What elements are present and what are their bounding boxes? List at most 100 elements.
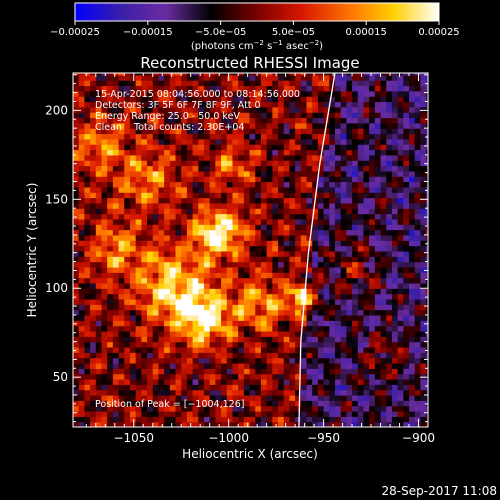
heatmap-cell: [397, 368, 404, 375]
heatmap-cell: [164, 394, 171, 401]
heatmap-cell: [272, 165, 279, 172]
heatmap-cell: [414, 341, 422, 348]
heatmap-cell: [203, 218, 211, 225]
heatmap-cell: [300, 213, 308, 220]
heatmap-cell: [369, 74, 376, 81]
heatmap-cell: [380, 234, 387, 241]
colorbar-unit-label: (photons cm−2 s−1 asec−2): [191, 39, 323, 52]
heatmap-cell: [329, 106, 336, 113]
heatmap-cell: [112, 352, 120, 359]
heatmap-cell: [255, 378, 262, 385]
heatmap-cell: [141, 368, 148, 375]
heatmap-cell: [306, 74, 313, 81]
heatmap-cell: [232, 170, 239, 177]
heatmap-cell: [391, 80, 399, 87]
heatmap-cell: [300, 266, 308, 273]
heatmap-cell: [283, 74, 291, 81]
heatmap-cell: [203, 293, 211, 300]
heatmap-cell: [289, 277, 296, 284]
heatmap-cell: [334, 384, 342, 391]
heatmap-cell: [295, 378, 302, 385]
heatmap-cell: [124, 277, 131, 284]
heatmap-cell: [90, 282, 97, 289]
heatmap-cell: [203, 213, 211, 220]
heatmap-cell: [118, 250, 125, 257]
heatmap-cell: [238, 421, 245, 427]
heatmap-cell: [283, 160, 291, 167]
heatmap-cell: [118, 330, 125, 337]
heatmap-cell: [426, 117, 428, 124]
heatmap-cell: [272, 293, 279, 300]
heatmap-cell: [101, 325, 108, 332]
heatmap-cell: [295, 282, 302, 289]
heatmap-cell: [306, 293, 313, 300]
plot-frame: [72, 72, 429, 428]
heatmap-cell: [198, 277, 205, 284]
heatmap-cell: [78, 410, 85, 417]
heatmap-cell: [84, 352, 91, 359]
heatmap-cell: [357, 128, 365, 135]
heatmap-cell: [278, 336, 285, 343]
heatmap-cell: [306, 176, 313, 183]
heatmap-cell: [152, 80, 160, 87]
heatmap-cell: [232, 261, 239, 268]
heatmap-cell: [283, 298, 291, 305]
axis-ticks: [73, 73, 429, 427]
heatmap-cell: [249, 389, 256, 396]
heatmap-cell: [374, 250, 382, 257]
heatmap-cell: [249, 314, 256, 321]
heatmap-cell: [329, 224, 336, 231]
heatmap-cell: [221, 288, 228, 295]
heatmap-cell: [203, 368, 211, 375]
heatmap-cell: [118, 362, 125, 369]
heatmap-cell: [112, 90, 120, 97]
heatmap-cell: [272, 197, 279, 204]
heatmap-cell: [95, 293, 103, 300]
heatmap-cell: [175, 250, 182, 257]
heatmap-cell: [118, 277, 125, 284]
heatmap-cell: [141, 224, 148, 231]
heatmap-cell: [209, 202, 216, 209]
heatmap-cell: [158, 106, 165, 113]
heatmap-cell: [192, 165, 199, 172]
heatmap-cell: [340, 229, 347, 236]
heatmap-cell: [426, 362, 428, 369]
heatmap-cell: [203, 394, 211, 401]
heatmap-cell: [124, 74, 131, 81]
annotation-peak-position: Position of Peak = [−1004,126]: [95, 399, 244, 410]
heatmap-cell: [243, 154, 251, 161]
heatmap-cell: [186, 282, 194, 289]
heatmap-cell: [158, 288, 165, 295]
heatmap-cell: [329, 176, 336, 183]
heatmap-cell: [90, 90, 97, 97]
heatmap-cell: [369, 122, 376, 129]
heatmap-cell: [203, 261, 211, 268]
heatmap-cell: [141, 421, 148, 427]
heatmap-cell: [352, 336, 359, 343]
heatmap-cell: [255, 250, 262, 257]
heatmap-cell: [198, 154, 205, 161]
heatmap-cell: [221, 90, 228, 97]
heatmap-cell: [238, 277, 245, 284]
heatmap-cell: [112, 368, 120, 375]
heatmap-cell: [147, 282, 154, 289]
heatmap-cell: [192, 229, 199, 236]
heatmap-cell: [260, 314, 268, 321]
heatmap-cell: [198, 133, 205, 140]
heatmap-cell: [334, 186, 342, 193]
heatmap-cell: [397, 378, 404, 385]
heatmap-cell: [198, 144, 205, 151]
heatmap-cell: [232, 176, 239, 183]
heatmap-cell: [135, 298, 142, 305]
heatmap-cell: [215, 389, 222, 396]
heatmap-cell: [112, 250, 120, 257]
heatmap-cell: [317, 362, 325, 369]
heatmap-cell: [192, 144, 199, 151]
heatmap-cell: [397, 186, 404, 193]
heatmap-cell: [141, 208, 148, 215]
heatmap-cell: [391, 384, 399, 391]
heatmap-cell: [95, 234, 103, 241]
heatmap-cell: [95, 80, 103, 87]
heatmap-cell: [312, 256, 319, 263]
heatmap-cell: [346, 357, 353, 364]
